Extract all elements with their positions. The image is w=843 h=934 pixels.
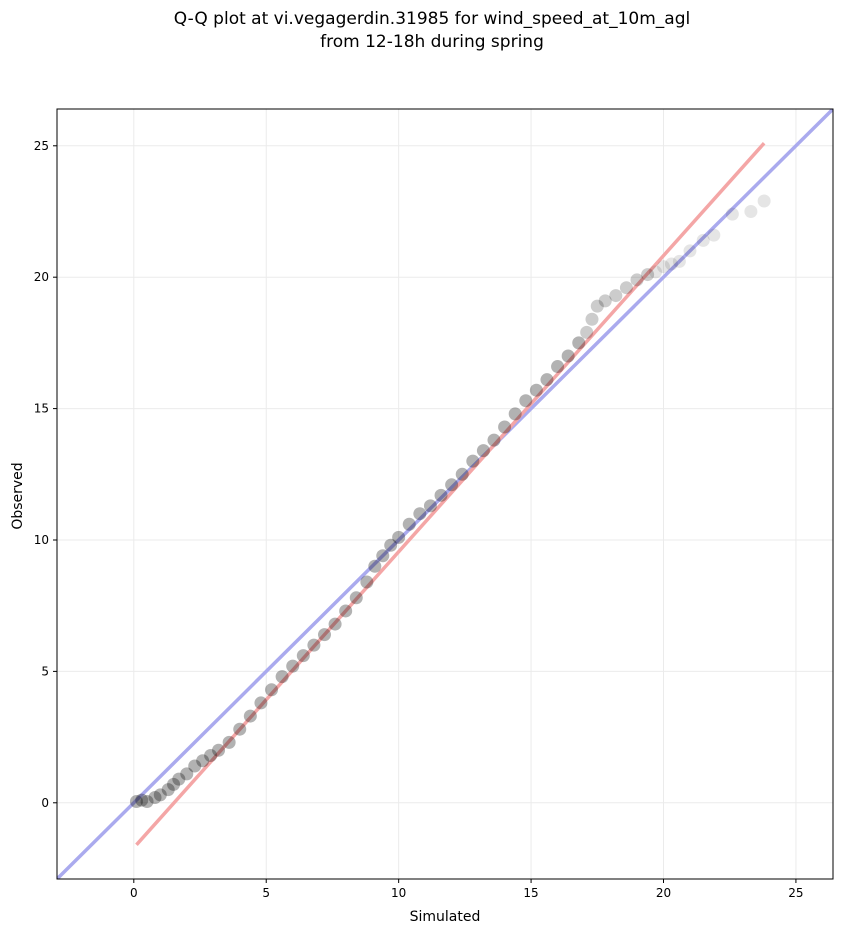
data-point bbox=[402, 517, 416, 531]
data-point bbox=[551, 360, 565, 374]
data-point bbox=[580, 325, 594, 339]
identity-line bbox=[57, 109, 833, 879]
x-tick-label: 5 bbox=[262, 886, 270, 900]
data-point bbox=[265, 683, 279, 697]
data-point bbox=[233, 722, 247, 736]
chart-title-line-1: Q-Q plot at vi.vegagerdin.31985 for wind… bbox=[174, 9, 690, 29]
data-point bbox=[649, 265, 663, 279]
data-point bbox=[167, 777, 181, 791]
data-point bbox=[744, 204, 758, 218]
x-tick-label: 10 bbox=[391, 886, 406, 900]
data-point bbox=[707, 228, 721, 242]
data-point bbox=[757, 194, 771, 208]
data-point bbox=[296, 649, 310, 663]
y-tick-label: 15 bbox=[34, 402, 49, 416]
data-point bbox=[384, 538, 398, 552]
data-point bbox=[696, 233, 710, 247]
data-point bbox=[455, 467, 469, 481]
data-point bbox=[445, 478, 459, 492]
data-point bbox=[339, 604, 353, 618]
grid-lines bbox=[57, 109, 833, 879]
y-tick-label: 10 bbox=[34, 533, 49, 547]
data-points bbox=[129, 194, 771, 808]
data-point bbox=[423, 499, 437, 513]
x-tick-label: 0 bbox=[130, 886, 138, 900]
data-point bbox=[725, 207, 739, 221]
data-point bbox=[508, 407, 522, 421]
reference-lines bbox=[57, 109, 833, 879]
data-point bbox=[434, 488, 448, 502]
data-point bbox=[148, 791, 162, 805]
x-tick-label: 15 bbox=[523, 886, 538, 900]
data-point bbox=[609, 289, 623, 303]
data-point bbox=[656, 260, 670, 274]
y-tick-label: 20 bbox=[34, 270, 49, 284]
data-point bbox=[392, 530, 406, 544]
data-point bbox=[307, 638, 321, 652]
data-point bbox=[476, 444, 490, 458]
data-point bbox=[598, 294, 612, 308]
data-point bbox=[180, 767, 194, 781]
data-point bbox=[585, 312, 599, 326]
data-point bbox=[212, 743, 226, 757]
data-point bbox=[328, 617, 342, 631]
data-point bbox=[540, 373, 554, 387]
data-point bbox=[188, 759, 202, 773]
data-point bbox=[641, 268, 655, 282]
data-point bbox=[590, 299, 604, 313]
data-point bbox=[254, 696, 268, 710]
data-point bbox=[140, 794, 154, 808]
data-point bbox=[466, 454, 480, 468]
y-tick-label: 0 bbox=[41, 796, 49, 810]
data-point bbox=[349, 591, 363, 605]
data-point bbox=[222, 735, 236, 749]
data-point bbox=[368, 559, 382, 573]
chart-title-line-2: from 12-18h during spring bbox=[320, 32, 544, 52]
data-point bbox=[317, 628, 331, 642]
x-tick-label: 20 bbox=[656, 886, 671, 900]
data-point bbox=[129, 794, 143, 808]
data-point bbox=[286, 659, 300, 673]
data-point bbox=[172, 772, 186, 786]
data-point bbox=[529, 383, 543, 397]
data-point bbox=[572, 336, 586, 350]
data-point bbox=[161, 783, 175, 797]
data-point bbox=[561, 349, 575, 363]
data-point bbox=[243, 709, 257, 723]
data-point bbox=[683, 244, 697, 258]
fit-line bbox=[135, 141, 766, 847]
data-point bbox=[619, 281, 633, 295]
x-tick-label: 25 bbox=[788, 886, 803, 900]
data-point bbox=[153, 788, 167, 802]
data-point bbox=[498, 420, 512, 434]
data-point bbox=[672, 254, 686, 268]
y-axis-label: Observed bbox=[10, 462, 26, 529]
data-point bbox=[487, 433, 501, 447]
data-point bbox=[413, 507, 427, 521]
data-point bbox=[204, 748, 218, 762]
data-point bbox=[376, 549, 390, 563]
plot-frame bbox=[56, 108, 834, 880]
data-point bbox=[135, 793, 149, 807]
x-axis-ticks: 0 5 10 15 20 25 bbox=[130, 879, 804, 900]
data-point bbox=[360, 575, 374, 589]
data-point bbox=[630, 273, 644, 287]
data-point bbox=[275, 670, 289, 684]
y-tick-label: 25 bbox=[34, 139, 49, 153]
y-tick-label: 5 bbox=[41, 664, 49, 678]
x-axis-label: Simulated bbox=[410, 909, 481, 925]
data-point bbox=[519, 394, 533, 408]
y-axis-ticks: 0 5 10 15 20 25 bbox=[34, 139, 57, 810]
data-point bbox=[664, 257, 678, 271]
data-point bbox=[196, 754, 210, 768]
